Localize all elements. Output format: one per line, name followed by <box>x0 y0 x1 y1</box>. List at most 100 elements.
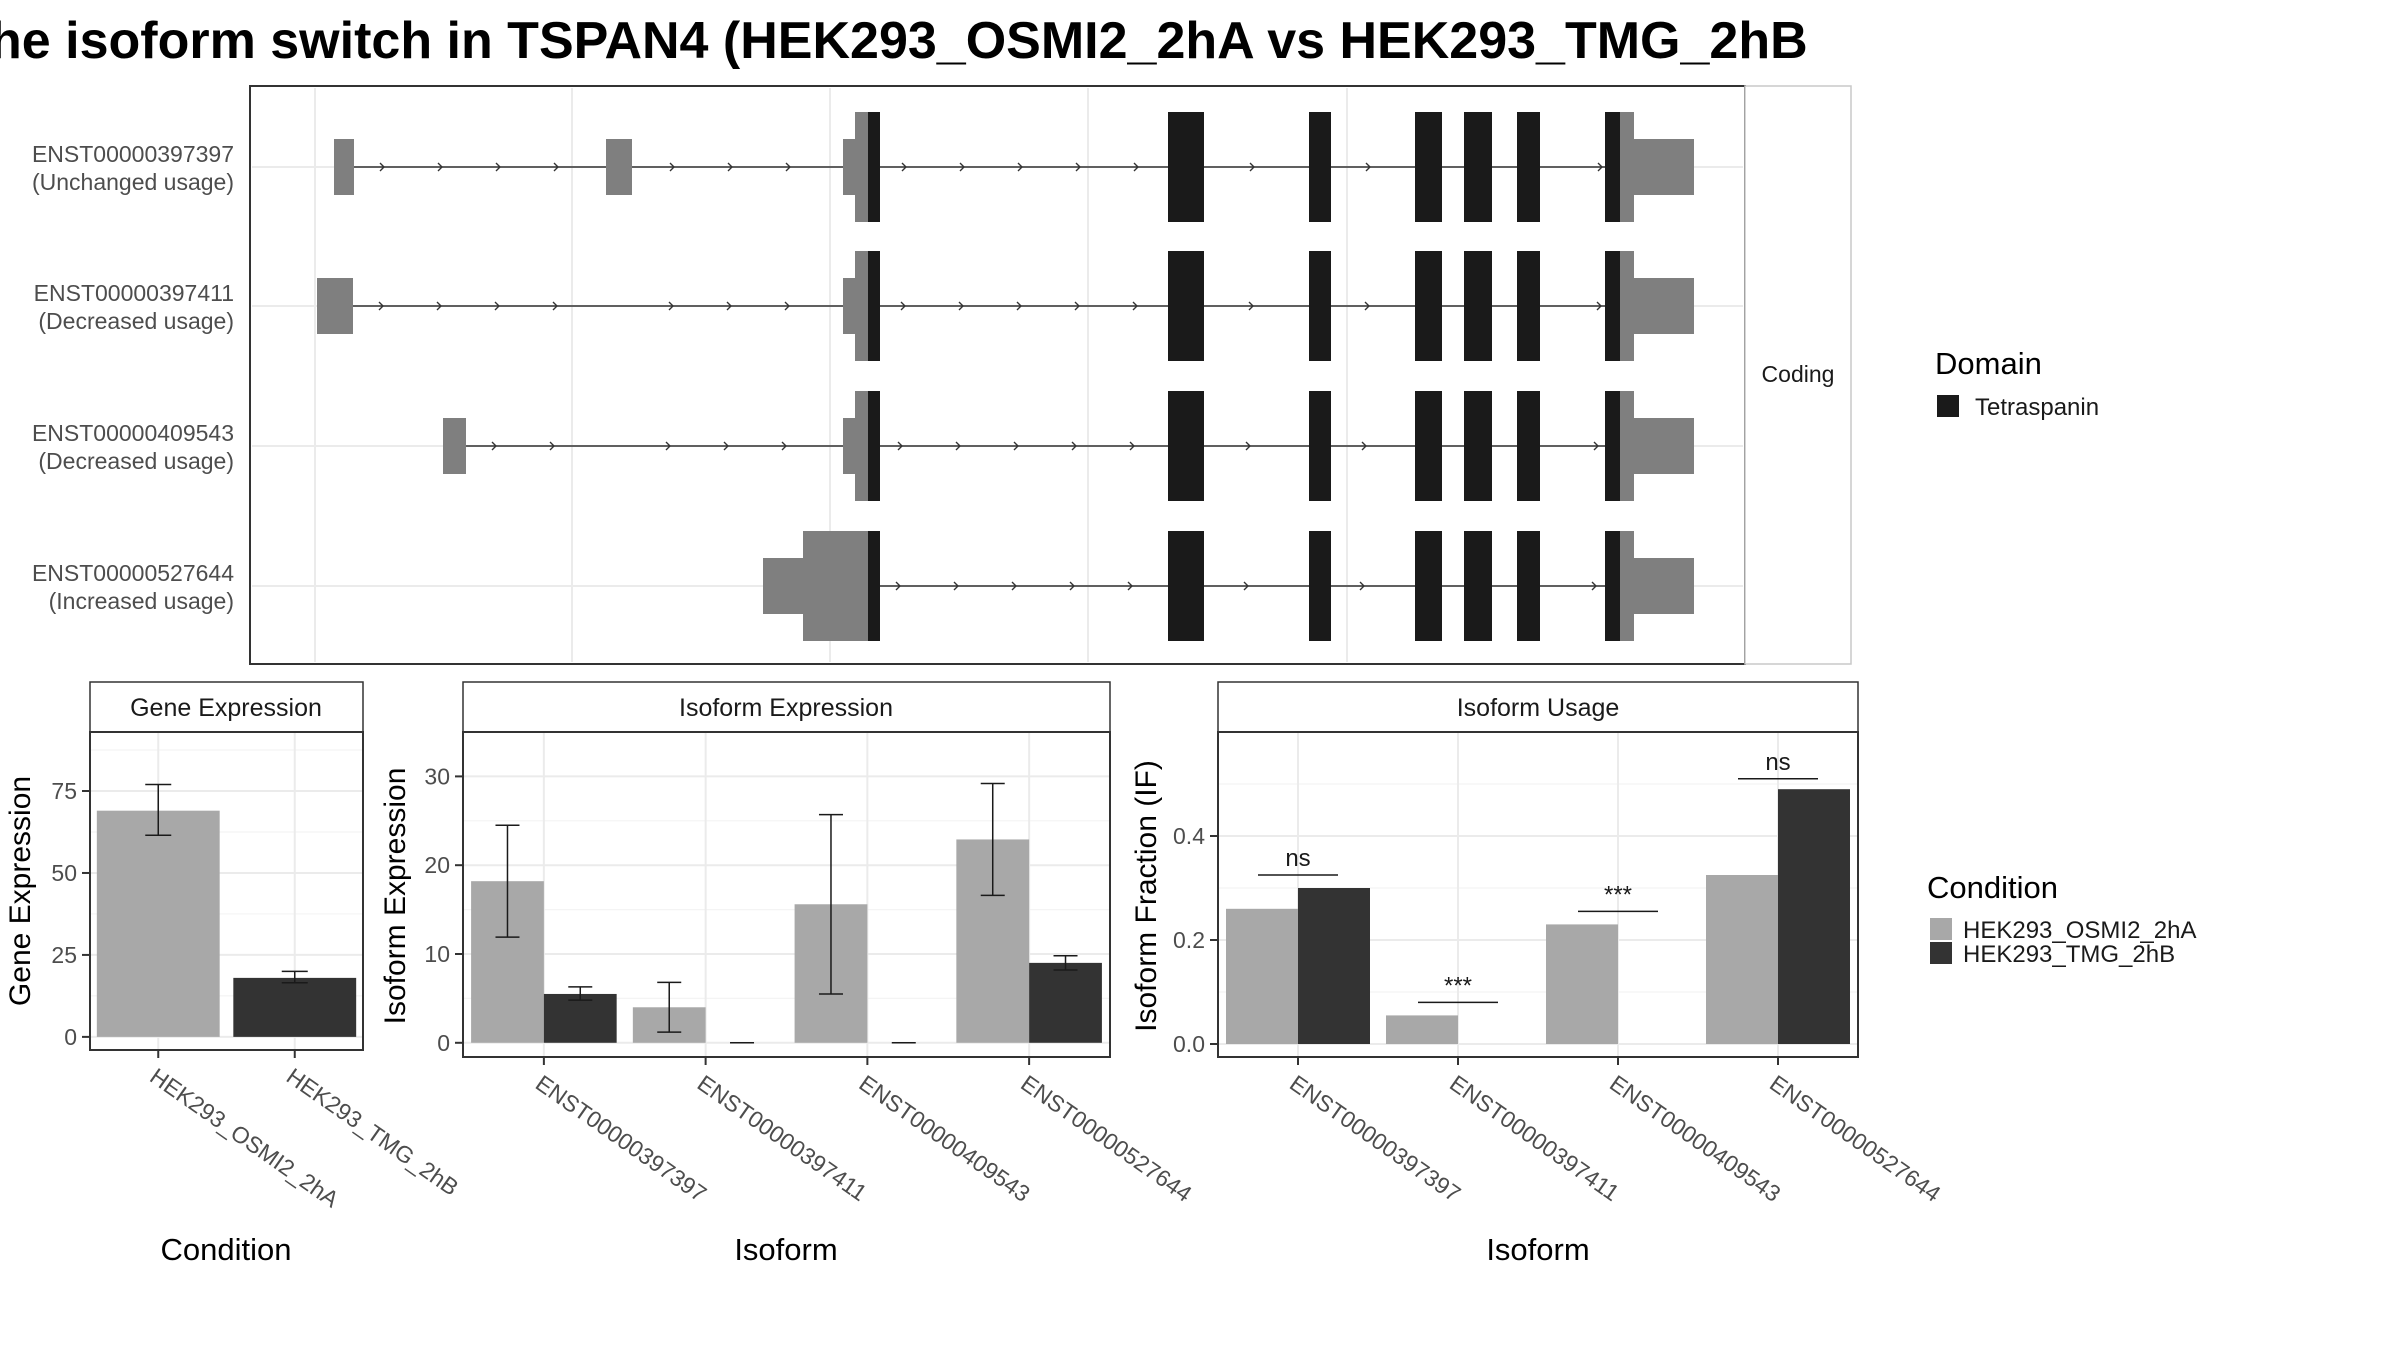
strand-arrow <box>552 301 558 311</box>
x-tick-label: ENST00000397411 <box>693 1070 872 1206</box>
isoform-expression-title: Isoform Expression <box>679 694 893 722</box>
coding-exon <box>1517 251 1540 361</box>
coding-exon <box>1168 531 1204 641</box>
condition-legend-label-2: HEK293_TMG_2hB <box>1963 941 2175 968</box>
y-tick-label: 10 <box>424 941 450 967</box>
error-bar <box>818 813 843 995</box>
utr-exon <box>763 558 803 614</box>
isoform-expression-xlabel: Isoform <box>734 1232 837 1267</box>
gene-expression-panel: Gene Expression 0255075HEK293_OSMI2_2hAH… <box>4 681 463 1267</box>
structure-plot-area <box>249 85 1746 665</box>
error-bar <box>657 981 682 1033</box>
strand-arrow <box>955 441 961 451</box>
strand-arrow <box>901 162 907 172</box>
strand-arrow <box>781 441 787 451</box>
coding-exon <box>1168 251 1204 361</box>
strand-arrow <box>1071 441 1077 451</box>
isoform-usage-title: Isoform Usage <box>1457 694 1620 722</box>
strand-arrow <box>669 162 675 172</box>
utr-exon <box>843 418 855 474</box>
isoform-id-label: ENST00000397411 <box>34 280 234 306</box>
strand-arrow <box>1597 162 1603 172</box>
utr-exon <box>606 139 632 195</box>
error-bar <box>281 970 308 984</box>
strand-arrow <box>900 301 906 311</box>
strand-arrow <box>436 301 442 311</box>
utr-exon <box>1634 418 1694 474</box>
y-tick-label: 0.0 <box>1173 1031 1205 1057</box>
coding-exon <box>1415 391 1442 501</box>
isoform-expression-strip <box>462 681 1111 733</box>
y-tick-label: 25 <box>51 942 77 968</box>
gene-expression-xlabel: Condition <box>161 1232 292 1267</box>
strand-arrow <box>1365 162 1371 172</box>
condition-legend-title: Condition <box>1927 870 2058 905</box>
strand-arrow <box>1248 301 1254 311</box>
significance-label: ns <box>1285 845 1310 872</box>
strand-arrow <box>1074 301 1080 311</box>
strand-arrow <box>1591 581 1597 591</box>
strand-arrow <box>1364 301 1370 311</box>
coding-exon <box>1605 531 1620 641</box>
strand-arrow <box>494 301 500 311</box>
utr-exon <box>334 139 354 195</box>
y-tick-label: 0 <box>437 1030 450 1056</box>
condition-legend-key-2 <box>1930 942 1952 964</box>
bar <box>1029 962 1102 1043</box>
bar <box>1778 789 1850 1044</box>
coding-exon <box>868 112 880 222</box>
utr-exon <box>1620 391 1634 501</box>
coding-exon <box>1517 391 1540 501</box>
transcript-track <box>763 531 1694 641</box>
error-bar <box>1053 955 1078 971</box>
isoform-expression-bars <box>471 782 1102 1044</box>
utr-exon <box>443 418 466 474</box>
bar <box>1226 908 1298 1044</box>
utr-exon <box>1620 251 1634 361</box>
strand-arrow <box>379 162 385 172</box>
utr-exon <box>843 278 855 334</box>
utr-exon <box>1620 531 1634 641</box>
isoform-id-label: ENST00000409543 <box>32 420 234 446</box>
coding-exon <box>1605 112 1620 222</box>
utr-exon <box>1634 558 1694 614</box>
strand-arrow <box>1129 441 1135 451</box>
strand-arrow <box>959 162 965 172</box>
x-tick-label: ENST00000397411 <box>1445 1070 1624 1206</box>
bar <box>1386 1015 1458 1044</box>
strand-arrow <box>723 441 729 451</box>
strand-arrow <box>1593 441 1599 451</box>
utr-exon <box>855 251 868 361</box>
isoform-usage-ylabel: Isoform Fraction (IF) <box>1130 760 1163 1032</box>
strand-arrow <box>1011 581 1017 591</box>
coding-exon <box>1605 391 1620 501</box>
structure-isoform-labels: ENST00000397397(Unchanged usage) ENST0000… <box>32 141 234 614</box>
strand-arrow <box>1243 581 1249 591</box>
isoform-usage-label: (Unchanged usage) <box>32 169 234 195</box>
isoform-usage-significance: ns *** *** ns <box>1258 749 1818 1004</box>
strand-arrow <box>437 162 443 172</box>
transcript-track <box>443 391 1694 501</box>
strand-arrow <box>1132 301 1138 311</box>
domain-legend-title: Domain <box>1935 346 2042 381</box>
structure-transcripts <box>317 112 1694 641</box>
structure-panel: Coding ENST00000397397(Unchanged usage)E… <box>32 85 1852 665</box>
bar <box>1706 875 1778 1044</box>
coding-exon <box>1415 251 1442 361</box>
gene-expression-plot-area <box>89 731 364 1051</box>
isoform-usage-bars <box>1226 789 1850 1044</box>
bar <box>1546 924 1618 1044</box>
coding-exon <box>1309 531 1331 641</box>
x-tick-label: ENST00000397397 <box>531 1070 711 1207</box>
coding-exon <box>1605 251 1620 361</box>
coding-exon <box>1517 531 1540 641</box>
coding-exon <box>1415 531 1442 641</box>
error-bar <box>980 782 1005 897</box>
strand-arrow <box>668 301 674 311</box>
strand-arrow <box>1361 441 1367 451</box>
strand-arrow <box>1069 581 1075 591</box>
utr-exon <box>855 112 868 222</box>
y-tick-label: 50 <box>51 860 77 886</box>
bar <box>543 993 617 1043</box>
isoform-usage-label: (Decreased usage) <box>38 308 234 334</box>
